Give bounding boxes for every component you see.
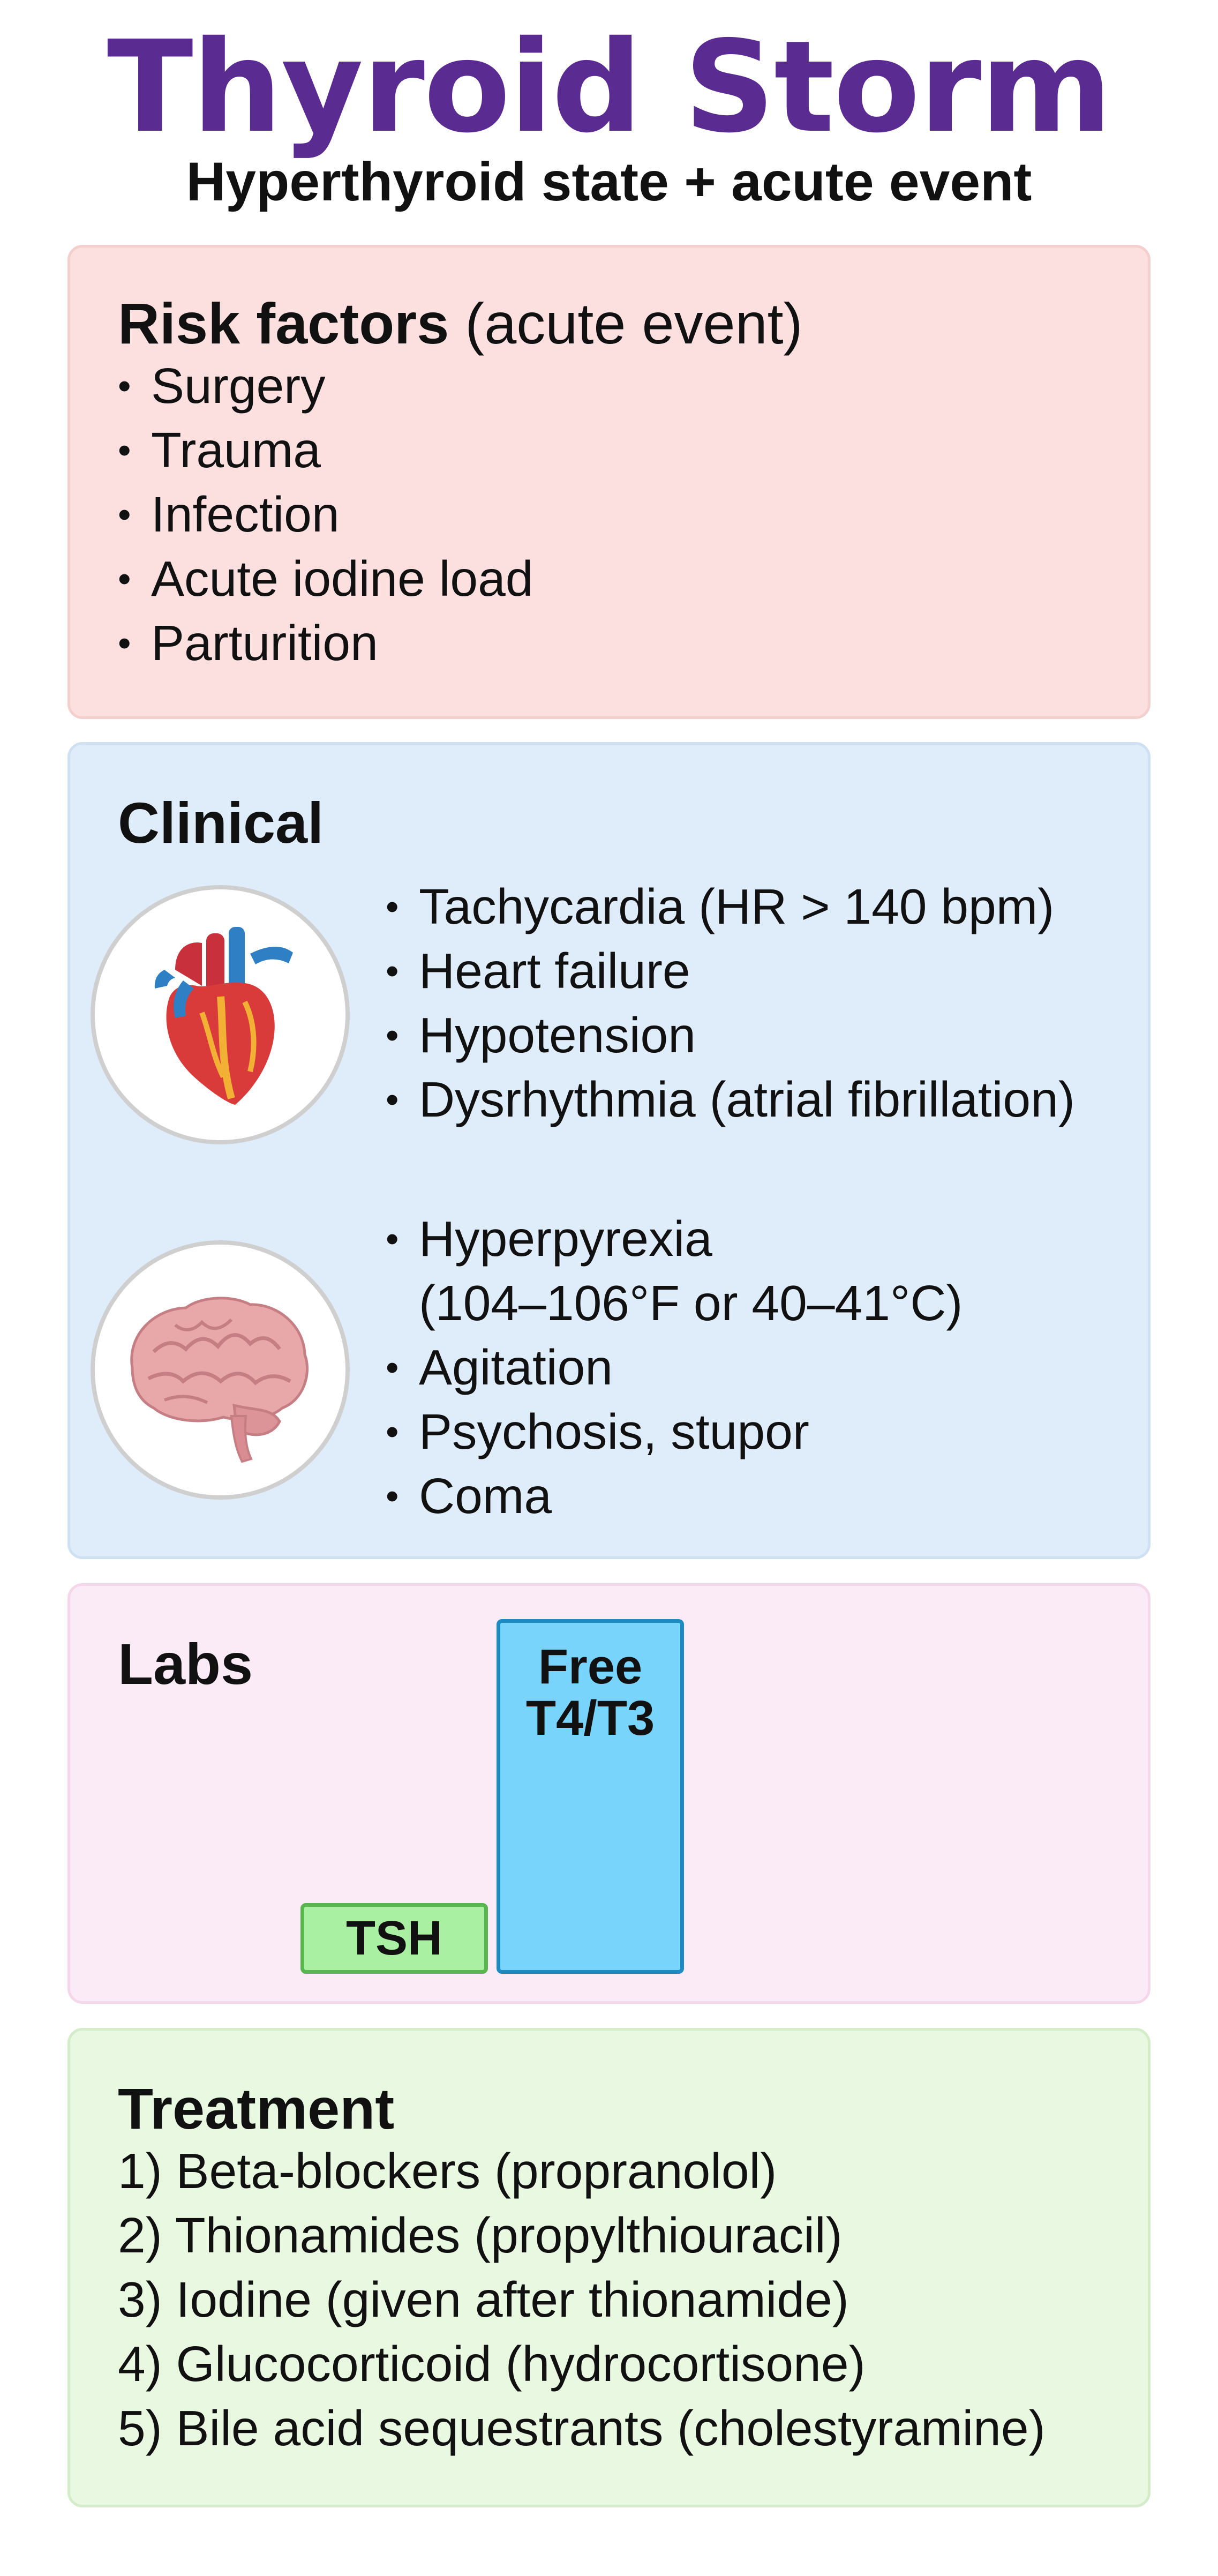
list-item: • Heart failure [386,943,690,999]
page-title: Thyroid Storm [107,13,1112,161]
list-item: 4) Glucocorticoid (hydrocortisone) [118,2336,866,2392]
clinical-panel: Clinical • Tachycardia (HR > 140 bpm) • He… [67,742,1151,1559]
free-label-line1: Free [538,1639,643,1694]
list-item: • Agitation [386,1339,613,1395]
treatment-list: 1) Beta-blockers (propranolol) 2) Thiona… [118,2139,1046,2460]
tsh-bar: TSH [300,1903,488,1974]
list-item: • Tachycardia (HR > 140 bpm) [386,879,1055,934]
free-t4-t3-bar: Free T4/T3 [497,1619,684,1974]
list-item: 5) Bile acid sequestrants (cholestyramin… [118,2400,1046,2456]
list-item: 1) Beta-blockers (propranolol) [118,2143,777,2199]
clinical-heading: Clinical [118,790,324,855]
list-item: • Infection [118,486,340,542]
risk-factors-heading: Risk factors (acute event) [118,295,803,353]
labs-heading: Labs [118,1631,253,1696]
list-item: • Hyperpyrexia [386,1211,712,1267]
list-item: • Hypotension [386,1007,696,1063]
list-item: • Dysrhythmia (atrial fibrillation) [386,1072,1075,1127]
free-label-line2: T4/T3 [525,1691,655,1746]
treatment-heading: Treatment [118,2076,395,2141]
list-item: • Trauma [118,422,321,478]
page-subtitle: Hyperthyroid state + acute event [186,151,1032,212]
list-item: 3) Iodine (given after thionamide) [118,2272,849,2327]
risk-factors-note: (acute event) [465,291,803,356]
tsh-label: TSH [346,1912,442,1965]
list-item: • Surgery [118,358,326,414]
heart-icon [91,885,350,1144]
cardiac-list: • Tachycardia (HR > 140 bpm) • Heart failu… [386,874,1075,1132]
list-item: • Parturition [118,615,378,671]
list-item: • Acute iodine load [118,551,533,606]
list-item: • Coma [386,1468,552,1524]
brain-icon [91,1240,350,1500]
labs-panel: Labs TSH Free T4/T3 [67,1583,1151,2004]
treatment-panel: Treatment 1) Beta-blockers (propranolol)… [67,2028,1151,2507]
risk-factors-list: • Surgery • Trauma • Infection • Acute iodin… [118,354,533,675]
list-item: 2) Thionamides (propylthiouracil) [118,2207,843,2263]
list-item: • Psychosis, stupor [386,1404,809,1459]
risk-factors-title: Risk factors [118,291,449,356]
neuro-list: • Hyperpyrexia (104–106°F or 40–41°C) • Ag… [386,1207,963,1528]
risk-factors-panel: Risk factors (acute event) • Surgery • Tra… [67,245,1151,719]
list-item-continuation: (104–106°F or 40–41°C) [419,1275,963,1331]
